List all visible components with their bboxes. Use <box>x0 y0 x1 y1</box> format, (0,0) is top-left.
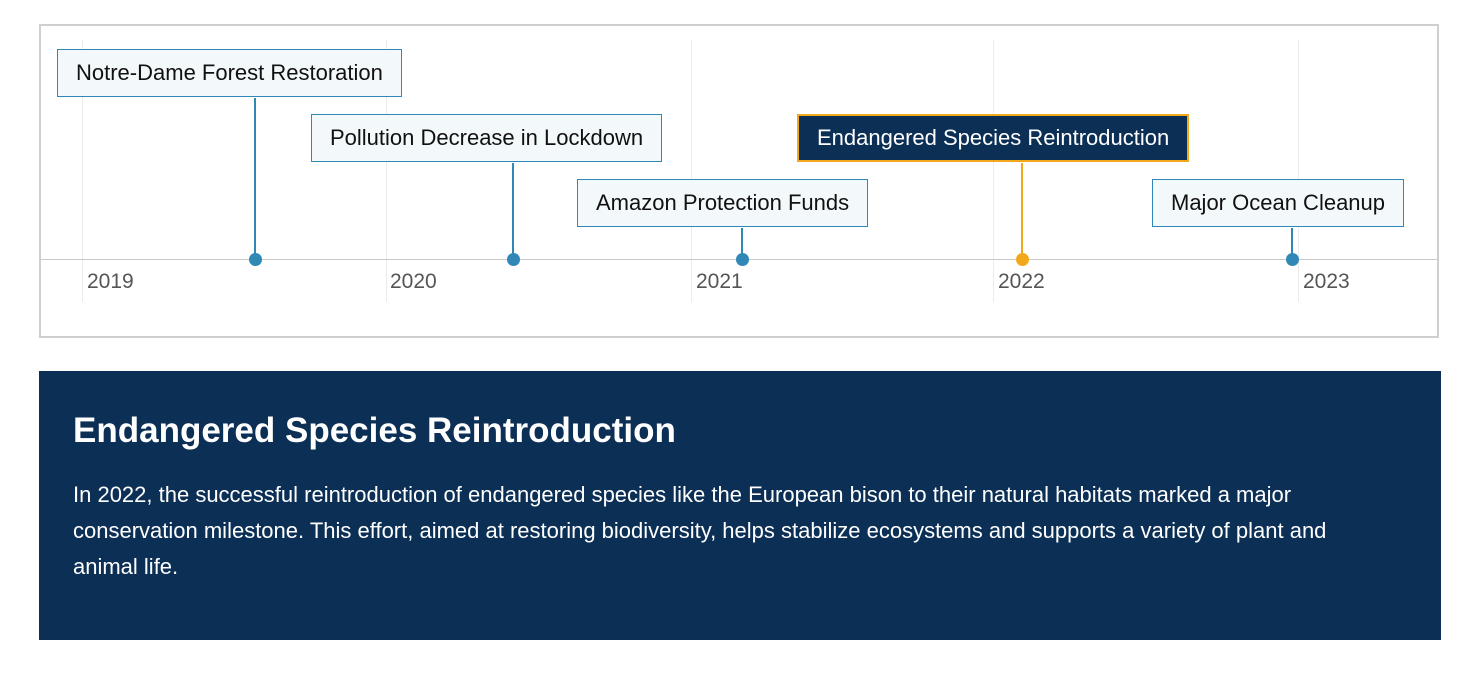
event-marker[interactable] <box>249 253 262 266</box>
event-card-major-ocean-cleanup[interactable]: Major Ocean Cleanup <box>1152 179 1405 227</box>
detail-title: Endangered Species Reintroduction <box>73 411 676 450</box>
event-stem <box>254 98 256 258</box>
event-detail-panel: Endangered Species Reintroduction In 202… <box>39 371 1441 640</box>
year-label: 2023 <box>1303 270 1350 293</box>
event-card-endangered-species-reintroduction[interactable]: Endangered Species Reintroduction <box>797 114 1190 162</box>
event-stem <box>512 163 514 258</box>
year-label: 2019 <box>87 270 134 293</box>
grid-line-2020 <box>386 40 387 302</box>
event-card-amazon-protection-funds[interactable]: Amazon Protection Funds <box>577 179 869 227</box>
event-card-notre-dame-forest-restoration[interactable]: Notre-Dame Forest Restoration <box>57 49 402 97</box>
year-label: 2020 <box>390 270 437 293</box>
event-stem-active <box>1021 163 1023 258</box>
grid-line-2022 <box>993 40 994 302</box>
event-marker-active[interactable] <box>1016 253 1029 266</box>
event-marker[interactable] <box>736 253 749 266</box>
detail-description: In 2022, the successful reintroduction o… <box>73 482 1327 579</box>
event-stem <box>741 228 743 258</box>
timeline: 2019 2020 2021 2022 2023 Notre-Dame Fore… <box>39 24 1439 338</box>
event-stem <box>1291 228 1293 258</box>
event-card-pollution-decrease-in-lockdown[interactable]: Pollution Decrease in Lockdown <box>311 114 663 162</box>
grid-line-2021 <box>691 40 692 302</box>
year-label: 2021 <box>696 270 743 293</box>
event-marker[interactable] <box>507 253 520 266</box>
grid-line-2023 <box>1298 40 1299 302</box>
year-label: 2022 <box>998 270 1045 293</box>
event-marker[interactable] <box>1286 253 1299 266</box>
grid-line-2019 <box>82 40 83 302</box>
